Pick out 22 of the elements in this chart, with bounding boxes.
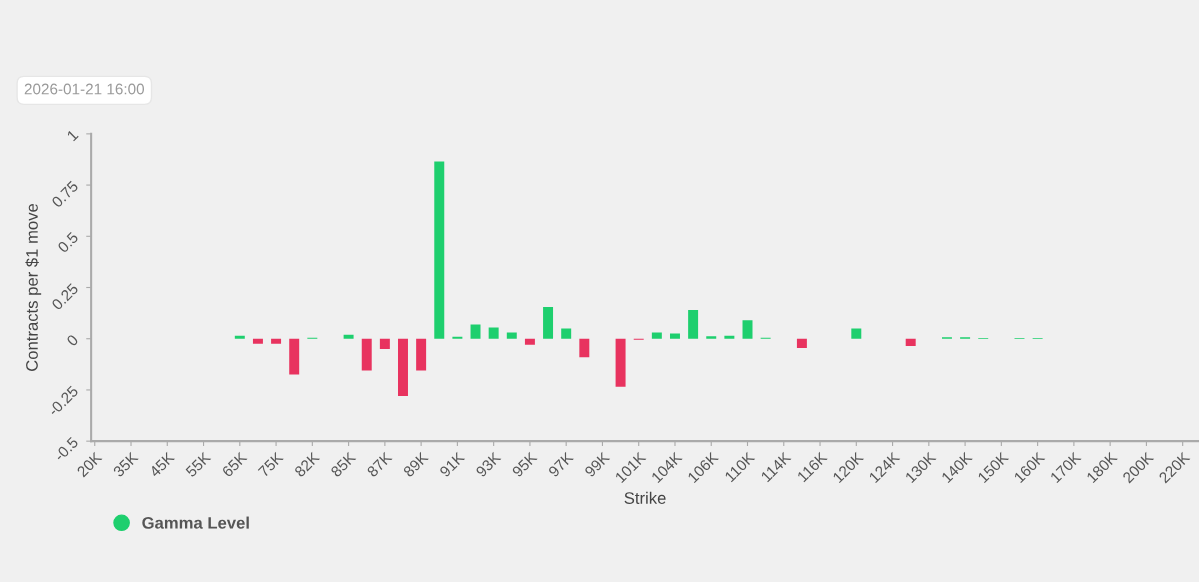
x-tick-label: 35K [112, 451, 139, 478]
text: 2026-01-21 16:00 [24, 83, 145, 95]
y-tick-label: 0.5 [57, 231, 79, 254]
x-tick-label: 87K [366, 451, 393, 478]
y-tick-label: 1 [66, 129, 79, 142]
x-tick-label: 82K [293, 451, 321, 478]
y-axis-title: Contracts per $1 move [25, 203, 42, 371]
x-tick-label: 65K [221, 451, 248, 478]
x-tick-label: 45K [148, 451, 176, 478]
x-tick-label: 93K [475, 451, 502, 478]
x-axis-title: Strike [624, 491, 666, 504]
legend-label: Gamma Level [142, 516, 249, 529]
x-tick-label: 95K [511, 451, 538, 478]
x-tick-label: 97K [547, 451, 574, 478]
y-tick-label: -0.5 [53, 436, 79, 462]
x-tick-label: 85K [330, 451, 357, 478]
x-tick-label: 75K [257, 451, 284, 478]
x-tick-label: 99K [584, 451, 611, 478]
x-tick-label: 55K [185, 451, 212, 478]
x-tick-label: 91K [438, 451, 466, 478]
x-tick-label: 89K [402, 451, 429, 478]
y-tick-label: 0 [66, 333, 79, 347]
